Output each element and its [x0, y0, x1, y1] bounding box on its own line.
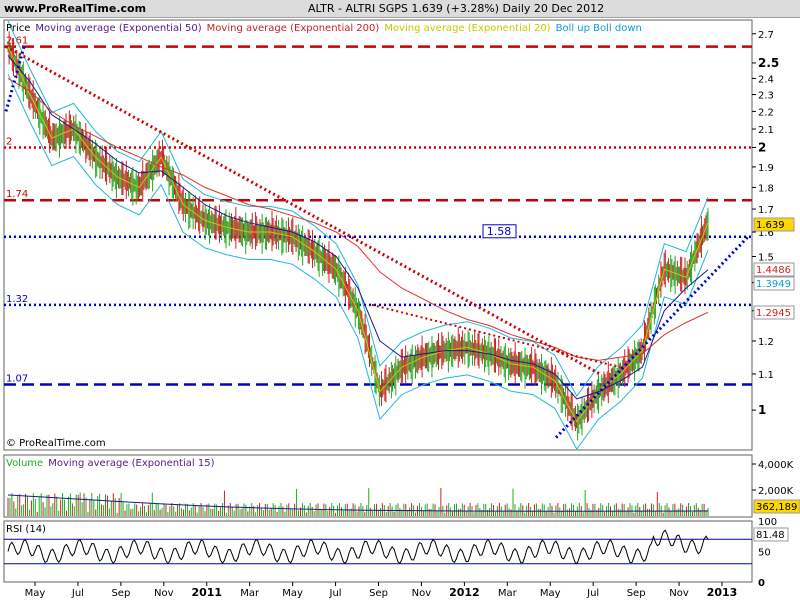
x-tick-label: Mar: [240, 588, 260, 599]
price-value-box: [753, 276, 795, 291]
price-tick-label: 2.7: [758, 30, 774, 41]
x-tick-label: May: [25, 588, 46, 599]
x-tick-label: Jul: [586, 588, 599, 599]
x-tick-label: Sep: [369, 588, 388, 599]
x-tick-label: 2012: [449, 586, 480, 599]
price-tick-label: 1.9: [758, 163, 774, 174]
rsi-legend: RSI (14): [6, 524, 46, 535]
rsi-value-label: 81.48: [756, 530, 785, 541]
price-tick-label: 1.7: [758, 205, 774, 216]
volume-panel: [3, 454, 753, 518]
trendline-down: [5, 45, 601, 376]
price-tick-label: 2.1: [758, 125, 774, 136]
price-tick-label: 1.1: [758, 370, 774, 381]
level-label: 1.32: [6, 294, 28, 305]
level-label: 2: [6, 136, 12, 147]
price-tick-label: 2.4: [758, 74, 774, 85]
rsi-value-box: [753, 527, 789, 542]
x-tick-label: Jul: [71, 588, 84, 599]
x-tick-label: Jul: [329, 588, 342, 599]
legend-item: Moving average (Exponential 200): [207, 23, 380, 34]
price-value-box: [753, 305, 795, 320]
x-tick-label: Nov: [154, 588, 174, 599]
price-tick-label: 1.6: [758, 228, 774, 239]
price-tick-label: 1.2: [758, 337, 774, 348]
rsi-line: [7, 529, 709, 565]
rsi-tick-label: 0: [758, 578, 765, 589]
trendline-up: [554, 235, 750, 439]
legend-item: Moving average (Exponential 50): [35, 23, 201, 34]
copyright: © ProRealTime.com: [6, 438, 106, 449]
volume-tick-label: 2,000K: [758, 486, 794, 497]
price-value-label: 1.2945: [756, 308, 791, 319]
level-label: 1.74: [6, 189, 28, 200]
price-tick-label: 1: [758, 403, 766, 417]
x-tick-label: Sep: [111, 588, 130, 599]
price-value-label: 1.4486: [756, 265, 791, 276]
site-link[interactable]: www.ProRealTime.com: [4, 2, 147, 15]
rsi-panel: [3, 520, 753, 583]
price-tick-label: 2.3: [758, 91, 774, 102]
volume-value-label: 362,189: [756, 502, 797, 513]
chart-title: ALTR - ALTRI SGPS 1.639 (+3.28%) Daily 2…: [308, 2, 605, 15]
legend-item: Moving average (Exponential 20): [384, 23, 550, 34]
volume-value-box: [753, 499, 800, 514]
x-tick-label: Sep: [627, 588, 646, 599]
trendline-up-early: [4, 46, 26, 112]
x-tick-label: Nov: [669, 588, 689, 599]
time-axis-band: [0, 584, 800, 600]
ema50-line: [7, 55, 709, 400]
x-tick-label: Mar: [498, 588, 518, 599]
volume-legend-item: Volume: [6, 458, 43, 469]
x-tick-label: 2013: [707, 586, 738, 599]
level-label: 1.07: [6, 373, 28, 384]
x-tick-label: Nov: [412, 588, 432, 599]
bollinger-upper: [7, 20, 709, 397]
price-tick-label: 1.8: [758, 183, 774, 194]
price-tick-label: 2: [758, 140, 766, 154]
rsi-tick-label: 100: [758, 517, 777, 528]
volume-legend-item: Moving average (Exponential 15): [48, 458, 214, 469]
x-tick-label: May: [282, 588, 303, 599]
legend-item: Boll up Boll down: [556, 23, 642, 34]
volume-tick-label: 4,000K: [758, 460, 794, 471]
x-tick-label: May: [540, 588, 561, 599]
price-tick-label: 2.5: [758, 56, 779, 70]
price-value-label: 1.639: [756, 220, 785, 231]
price-tick-label: 2.2: [758, 107, 774, 118]
bollinger-lower: [7, 73, 709, 451]
price-value-box: [753, 262, 795, 277]
legend-item: Price: [6, 23, 30, 34]
level-label: 1.58: [487, 225, 512, 238]
x-tick-label: 2011: [191, 586, 222, 599]
volume-ema-line: [7, 494, 709, 512]
level-box: [482, 224, 517, 239]
price-tick-label: 1.5: [758, 252, 774, 263]
rsi-tick-label: 50: [758, 548, 771, 559]
top-bar: www.ProRealTime.com ALTR - ALTRI SGPS 1.…: [0, 0, 800, 18]
price-value-box: [753, 217, 795, 232]
price-value-label: 1.3949: [756, 279, 791, 290]
